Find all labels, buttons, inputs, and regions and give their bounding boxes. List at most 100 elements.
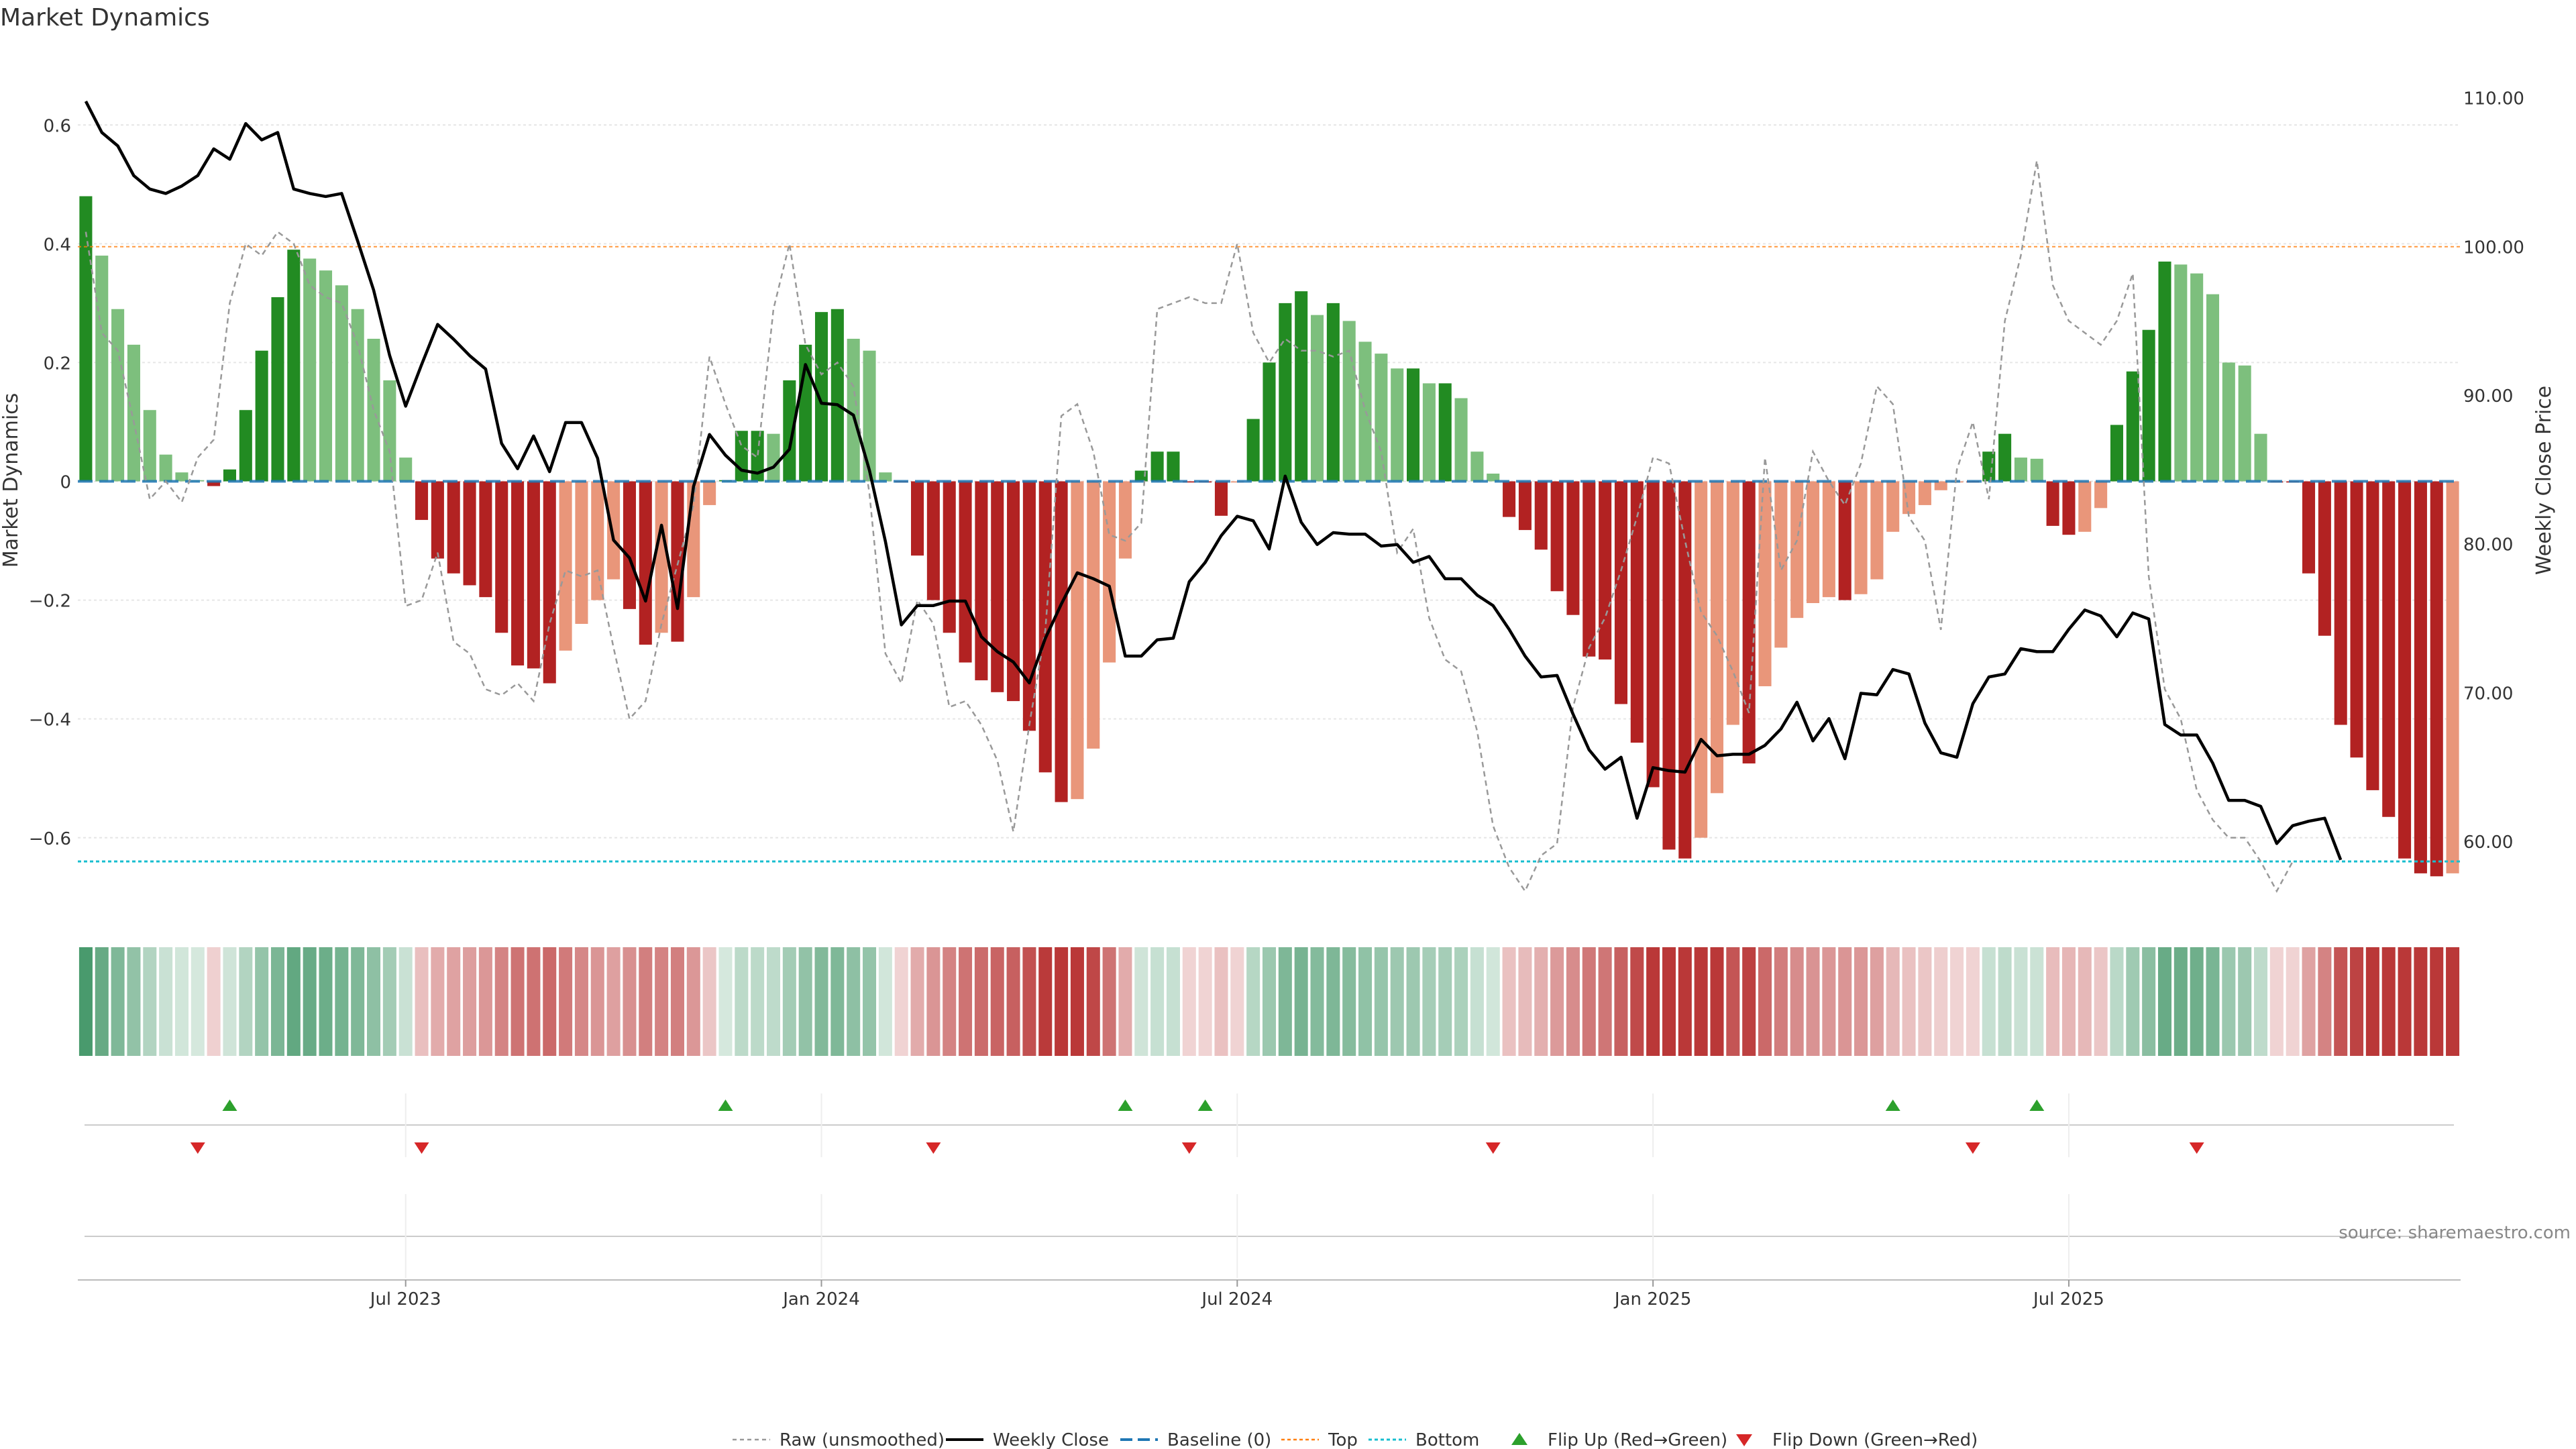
md-bar (943, 481, 956, 633)
md-bar (1310, 315, 1324, 482)
md-bar (111, 309, 125, 482)
heat-cell (1630, 947, 1644, 1056)
md-bar (735, 431, 748, 482)
md-bar (2254, 433, 2267, 482)
flip-down-marker (1485, 1142, 1501, 1154)
heat-cell (382, 947, 396, 1056)
x-tick-label: Jan 2025 (1613, 1289, 1692, 1309)
md-bar (2110, 425, 2123, 482)
md-bar (2446, 481, 2459, 873)
md-bar (767, 433, 780, 482)
flip-down-marker (190, 1142, 205, 1154)
md-bar (975, 481, 988, 681)
md-bar (1118, 481, 1132, 559)
heat-cell (1102, 947, 1116, 1056)
md-bar (1391, 368, 1404, 482)
heat-cell (1918, 947, 1932, 1056)
md-bar (751, 431, 764, 482)
md-bar (1150, 451, 1164, 482)
md-bar (495, 481, 508, 633)
md-bar (1438, 383, 1452, 482)
heat-cell (2350, 947, 2364, 1056)
md-bar (2302, 481, 2316, 574)
md-bar (703, 481, 716, 505)
md-bar (2094, 481, 2108, 508)
heat-cell (1230, 947, 1244, 1056)
heat-cell (2110, 947, 2124, 1056)
md-bar (1503, 481, 1516, 517)
heat-cell (2222, 947, 2236, 1056)
heat-cell (1870, 947, 1884, 1056)
md-bar (639, 481, 652, 645)
md-bar (511, 481, 525, 665)
md-bar (1407, 368, 1420, 482)
heat-cell (1086, 947, 1100, 1056)
legend-flip-up-swatch (1511, 1433, 1527, 1445)
heat-cell (639, 947, 653, 1056)
y-tick-label: −0.6 (29, 829, 71, 849)
y-tick-label: −0.2 (29, 592, 71, 612)
y-tick-label: 0 (60, 473, 71, 493)
md-bar (1582, 481, 1596, 657)
heat-cell (255, 947, 269, 1056)
md-bar (367, 339, 380, 482)
heat-cell (606, 947, 621, 1056)
heat-cell (159, 947, 173, 1056)
md-bar (2014, 458, 2027, 482)
md-bar (271, 297, 284, 482)
heat-cell (623, 947, 637, 1056)
md-bar (1646, 481, 1660, 788)
legend-label: Weekly Close (993, 1430, 1109, 1449)
md-bar (127, 344, 140, 482)
md-bar (1326, 303, 1340, 482)
chart-title: Market Dynamics (0, 4, 210, 32)
heat-cell (1422, 947, 1436, 1056)
heat-cell (1070, 947, 1084, 1056)
heat-cell (751, 947, 765, 1056)
heat-cell (1710, 947, 1724, 1056)
md-bar (287, 250, 301, 482)
md-bar (383, 380, 396, 482)
md-bar (2318, 481, 2331, 636)
heat-cell (1662, 947, 1676, 1056)
heat-cell (1198, 947, 1212, 1056)
heat-cell (1022, 947, 1036, 1056)
heat-cell (223, 947, 237, 1056)
heat-cell (2157, 947, 2171, 1056)
weekly-close-line (84, 100, 2343, 861)
heat-cell (174, 947, 189, 1056)
heat-cell (1582, 947, 1596, 1056)
heat-cell (830, 947, 845, 1056)
legend-label: Flip Down (Green→Red) (1772, 1430, 1978, 1449)
md-bar (623, 481, 636, 609)
md-bar (1742, 481, 1756, 764)
md-bar (2430, 481, 2443, 877)
y2-tick-label: 110.00 (2463, 89, 2524, 109)
legend-flip-down-swatch (1736, 1434, 1752, 1446)
heat-cell (527, 947, 541, 1056)
md-bar (1982, 451, 1996, 482)
md-bar (1454, 398, 1468, 482)
heat-cell (718, 947, 733, 1056)
heat-cell (1806, 947, 1820, 1056)
heat-cell (111, 947, 125, 1056)
md-bar (1342, 321, 1356, 482)
heat-cell (2094, 947, 2108, 1056)
heat-cell (2334, 947, 2348, 1056)
heat-cell (78, 947, 93, 1056)
md-bar (1007, 481, 1020, 702)
heat-cell (303, 947, 317, 1056)
heat-strip (78, 947, 2460, 1056)
heat-cell (926, 947, 941, 1056)
md-bar (415, 481, 429, 521)
heat-cell (1262, 947, 1277, 1056)
md-bar (2078, 481, 2092, 532)
heat-cell (1550, 947, 1564, 1056)
y2-tick-label: 60.00 (2463, 833, 2513, 853)
flip-up-marker (1118, 1099, 1133, 1111)
y2-tick-label: 90.00 (2463, 386, 2513, 407)
heat-cell (1678, 947, 1692, 1056)
heat-cell (1055, 947, 1069, 1056)
heat-cell (1742, 947, 1756, 1056)
heat-cell (2398, 947, 2412, 1056)
